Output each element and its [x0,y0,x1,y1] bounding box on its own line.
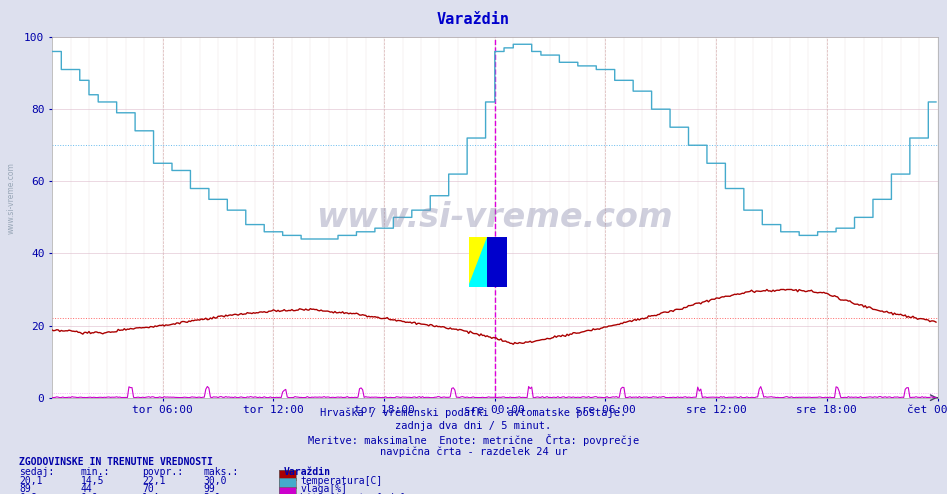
Text: www.si-vreme.com: www.si-vreme.com [7,162,16,234]
Text: 3,1: 3,1 [204,493,222,494]
Text: 89: 89 [19,484,30,494]
Text: Varaždin: Varaždin [437,12,510,27]
Polygon shape [488,237,507,287]
Text: navpična črta - razdelek 24 ur: navpična črta - razdelek 24 ur [380,447,567,457]
Text: 20,1: 20,1 [19,476,43,486]
Text: 44: 44 [80,484,92,494]
Text: sedaj:: sedaj: [19,467,54,477]
Text: 30,0: 30,0 [204,476,227,486]
Text: maks.:: maks.: [204,467,239,477]
Text: vlaga[%]: vlaga[%] [300,484,348,494]
Text: 0,0: 0,0 [80,493,98,494]
Polygon shape [469,237,488,287]
Text: zadnja dva dni / 5 minut.: zadnja dva dni / 5 minut. [396,421,551,431]
Polygon shape [488,237,507,287]
Text: 70: 70 [142,484,153,494]
Text: ZGODOVINSKE IN TRENUTNE VREDNOSTI: ZGODOVINSKE IN TRENUTNE VREDNOSTI [19,457,213,467]
Text: Hrvaška / vremenski podatki - avtomatske postaje.: Hrvaška / vremenski podatki - avtomatske… [320,408,627,418]
Text: 0,6: 0,6 [19,493,37,494]
Text: Varaždin: Varaždin [284,467,331,477]
Polygon shape [469,237,488,287]
Text: 1,4: 1,4 [142,493,160,494]
Text: hitrost vetra[m/s]: hitrost vetra[m/s] [300,493,406,494]
Text: 22,1: 22,1 [142,476,166,486]
Text: povpr.:: povpr.: [142,467,183,477]
Text: www.si-vreme.com: www.si-vreme.com [316,201,673,234]
Text: Meritve: maksimalne  Enote: metrične  Črta: povprečje: Meritve: maksimalne Enote: metrične Črta… [308,434,639,446]
Text: min.:: min.: [80,467,110,477]
Text: 14,5: 14,5 [80,476,104,486]
Text: 99: 99 [204,484,215,494]
Text: temperatura[C]: temperatura[C] [300,476,383,486]
